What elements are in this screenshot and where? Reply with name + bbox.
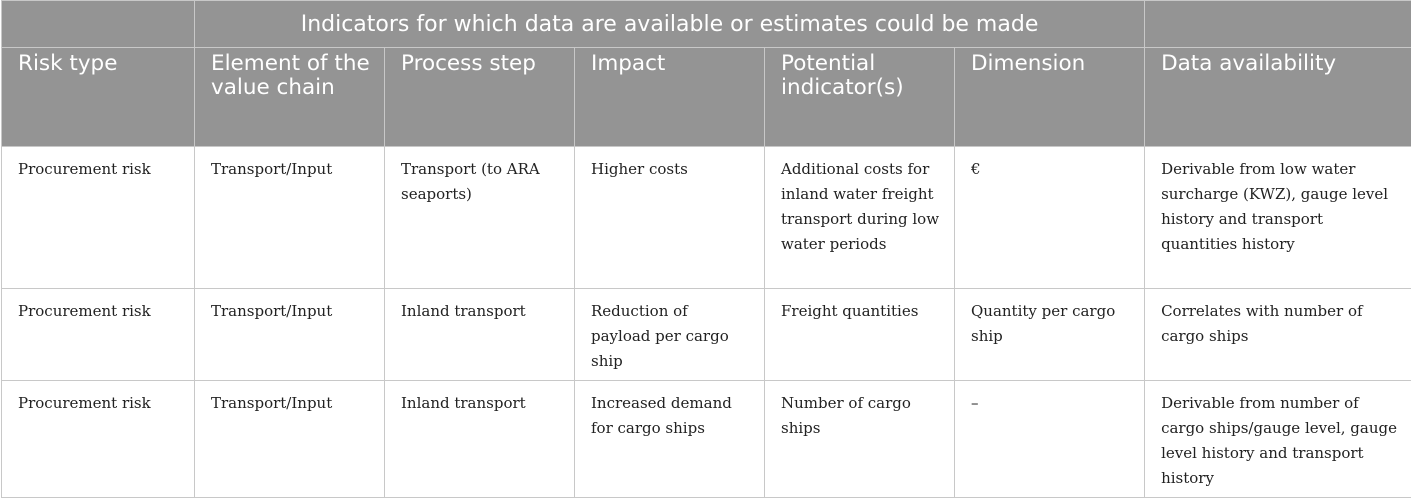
- cell-dimension: €: [955, 147, 1145, 289]
- cell-process-step: Inland transport: [385, 381, 575, 498]
- cell-dimension: Quantity per cargo ship: [955, 289, 1145, 381]
- cell-process-step: Inland transport: [385, 289, 575, 381]
- cell-impact: Higher costs: [575, 147, 765, 289]
- cell-potential-indicators: Freight quantities: [765, 289, 955, 381]
- cell-dimension: –: [955, 381, 1145, 498]
- super-header-title: Indicators for which data are available …: [195, 1, 1145, 48]
- col-header-process-step: Process step: [385, 48, 575, 147]
- super-header-row: Indicators for which data are available …: [2, 1, 1411, 48]
- table-body: Procurement risk Transport/Input Transpo…: [2, 147, 1411, 498]
- table-row: Procurement risk Transport/Input Inland …: [2, 381, 1411, 498]
- cell-risk-type: Procurement risk: [2, 147, 195, 289]
- cell-risk-type: Procurement risk: [2, 289, 195, 381]
- col-header-impact: Impact: [575, 48, 765, 147]
- col-header-dimension: Dimension: [955, 48, 1145, 147]
- super-header-empty-left: [2, 1, 195, 48]
- super-header-empty-right: [1145, 1, 1411, 48]
- cell-impact: Reduction of payload per cargo ship: [575, 289, 765, 381]
- cell-data-availability: Derivable from number of cargo ships/gau…: [1145, 381, 1411, 498]
- table-header: Indicators for which data are available …: [2, 1, 1411, 147]
- col-header-element: Element of the value chain: [195, 48, 385, 147]
- cell-element: Transport/Input: [195, 381, 385, 498]
- table-row: Procurement risk Transport/Input Transpo…: [2, 147, 1411, 289]
- cell-impact: Increased demand for cargo ships: [575, 381, 765, 498]
- col-header-data-availability: Data availability: [1145, 48, 1411, 147]
- cell-process-step: Transport (to ARA seaports): [385, 147, 575, 289]
- cell-potential-indicators: Additional costs for inland water freigh…: [765, 147, 955, 289]
- col-header-risk-type: Risk type: [2, 48, 195, 147]
- cell-risk-type: Procurement risk: [2, 381, 195, 498]
- cell-element: Transport/Input: [195, 289, 385, 381]
- cell-data-availability: Correlates with number of cargo ships: [1145, 289, 1411, 381]
- table-row: Procurement risk Transport/Input Inland …: [2, 289, 1411, 381]
- column-header-row: Risk type Element of the value chain Pro…: [2, 48, 1411, 147]
- col-header-potential-indicators: Potential indicator(s): [765, 48, 955, 147]
- cell-data-availability: Derivable from low water surcharge (KWZ)…: [1145, 147, 1411, 289]
- cell-potential-indicators: Number of cargo ships: [765, 381, 955, 498]
- cell-element: Transport/Input: [195, 147, 385, 289]
